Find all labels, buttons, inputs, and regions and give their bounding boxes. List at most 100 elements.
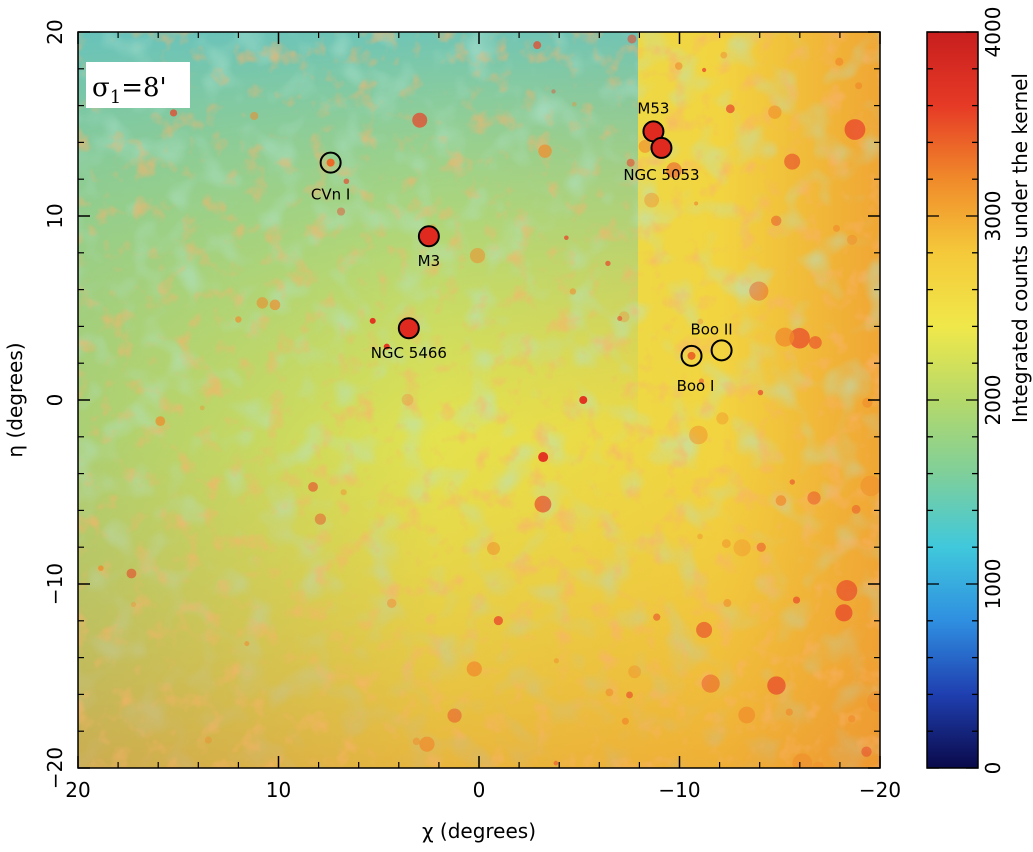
overdensity-spot	[702, 67, 707, 73]
overdensity-peak	[383, 343, 390, 350]
overdensity-spot	[848, 715, 856, 723]
object-marker-filled	[417, 225, 440, 248]
overdensity-spot	[621, 717, 629, 725]
kernel-size-badge: σ1=8'	[86, 62, 190, 108]
overdensity-spot	[605, 688, 614, 697]
x-tick-label: 10	[266, 778, 291, 802]
overdensity-spot	[784, 153, 801, 170]
y-tick-label: −20	[43, 747, 67, 789]
overdensity-peak	[579, 396, 588, 404]
object-marker-ring	[680, 344, 703, 367]
overdensity-spot	[767, 676, 786, 695]
overdensity-spot	[493, 615, 503, 626]
overdensity-spot	[401, 393, 414, 406]
colorbar-tick-label: 1000	[981, 559, 1005, 610]
kernel-badge-value: =8'	[121, 73, 166, 103]
x-axis: 20 10 0 −10 −20	[65, 32, 901, 802]
overdensity-spot	[696, 621, 713, 638]
overdensity-spot	[733, 539, 751, 557]
overdensity-spot	[605, 260, 611, 267]
overdensity-peak	[369, 317, 376, 324]
heatmap-plot-area	[78, 32, 880, 768]
overdensity-spot	[551, 89, 556, 94]
overdensity-spot	[553, 658, 559, 664]
overdensity-spot	[862, 397, 873, 408]
overdensity-spot	[343, 178, 350, 185]
overdensity-spot	[466, 661, 482, 677]
overdensity-spot	[256, 297, 269, 309]
overdensity-spot	[126, 568, 137, 579]
overdensity-spot	[697, 318, 704, 325]
overdensity-blobs	[98, 34, 880, 768]
colorbar-tick-label: 2000	[981, 375, 1005, 426]
overdensity-spot	[469, 248, 486, 264]
overdensity-spot	[725, 104, 735, 114]
svg-text:σ1=8': σ1=8'	[92, 73, 167, 108]
overdensity-peak	[538, 452, 549, 463]
overdensity-spot	[698, 378, 704, 384]
overdensity-spot	[644, 192, 660, 208]
object-markers	[319, 120, 733, 367]
overdensity-spot	[867, 690, 880, 712]
object-label: Boo II	[690, 320, 732, 338]
overdensity-spot	[412, 737, 421, 746]
y-tick-label: 20	[43, 19, 67, 44]
overdensity-spot	[572, 101, 577, 107]
object-core	[687, 351, 696, 360]
object-marker-ring	[710, 339, 733, 362]
overdensity-spot	[855, 82, 863, 90]
overdensity-spot	[832, 224, 840, 232]
overdensity-spot	[835, 604, 853, 622]
overdensity-spot	[244, 641, 250, 647]
kernel-badge-subscript: 1	[110, 87, 121, 108]
overdensity-spot	[697, 533, 703, 540]
overdensity-spot	[308, 481, 318, 492]
overdensity-spot	[250, 111, 259, 121]
object-core	[326, 158, 335, 167]
overdensity-spot	[447, 708, 462, 723]
overdensity-spot	[638, 140, 652, 153]
overdensity-spot	[617, 316, 623, 322]
colorbar-tick-label: 3000	[981, 191, 1005, 242]
overdensity-spot	[564, 235, 569, 241]
overdensity-spot	[269, 299, 281, 311]
kernel-badge-box	[86, 62, 190, 108]
x-axis-title: χ (degrees)	[422, 819, 536, 843]
overdensity-spot	[674, 62, 683, 70]
overdensity-spot	[812, 761, 825, 768]
object-marker-ring	[319, 151, 342, 174]
colorbar-ticks: 0 1000 2000 3000 4000	[927, 7, 1005, 774]
overdensity-spot	[628, 665, 642, 679]
object-label: NGC 5466	[371, 344, 447, 362]
overdensity-spot	[553, 760, 559, 766]
overdensity-spot	[130, 601, 137, 607]
overdensity-spot	[538, 144, 552, 158]
overdensity-spot	[792, 596, 801, 604]
overdensity-spot	[836, 580, 858, 602]
overdensity-spot	[771, 215, 782, 226]
overdensity-spot	[653, 613, 661, 621]
overdensity-spot	[626, 691, 633, 699]
overdensity-spot	[694, 201, 699, 206]
colorbar-tick-label: 4000	[981, 7, 1005, 58]
overdensity-spot	[314, 513, 326, 525]
overdensity-spot	[835, 57, 844, 66]
y-tick-label: 0	[43, 394, 67, 407]
object-label: CVn I	[311, 186, 350, 204]
overdensity-spot	[789, 327, 810, 349]
overdensity-spot	[336, 207, 346, 216]
overdensity-spot	[340, 489, 347, 496]
overdensity-spot	[487, 542, 501, 556]
overdensity-spot	[768, 105, 782, 119]
overdensity-spot	[155, 416, 166, 427]
y-tick-label: −10	[43, 563, 67, 605]
overdensity-spot	[533, 41, 542, 50]
overdensity-spot	[756, 542, 766, 552]
overdensity-spot	[861, 746, 872, 757]
x-tick-label: 0	[473, 778, 486, 802]
overdensity-spot	[534, 495, 552, 513]
x-tick-label: −10	[658, 778, 700, 802]
overdensity-spot	[807, 491, 821, 505]
overdensity-spot	[789, 479, 795, 485]
